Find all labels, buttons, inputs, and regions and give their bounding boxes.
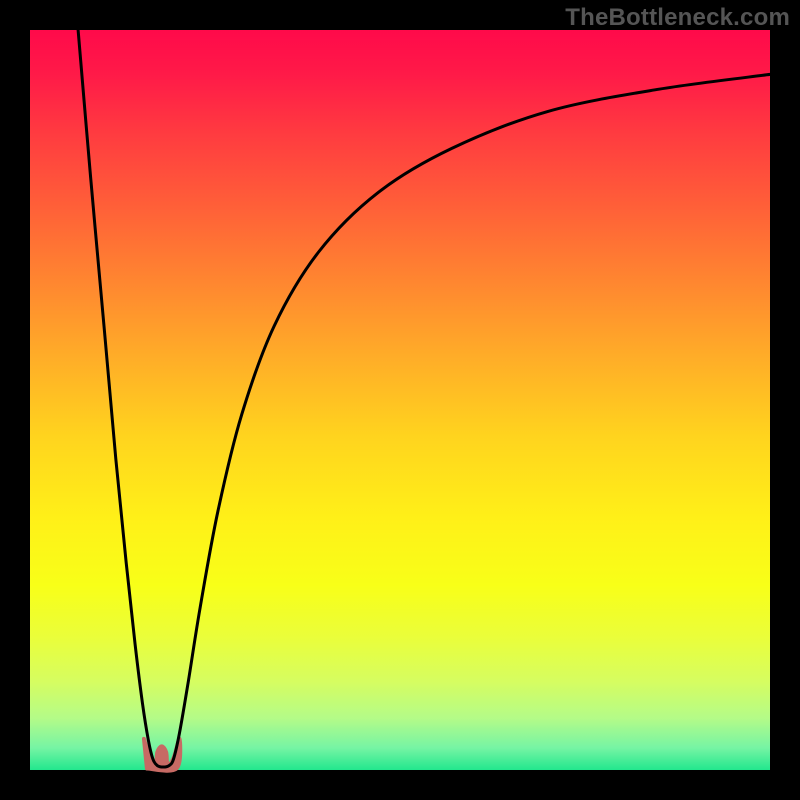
watermark-text: TheBottleneck.com xyxy=(565,4,790,32)
bottleneck-chart xyxy=(0,0,800,800)
plot-area xyxy=(30,30,770,770)
chart-container: TheBottleneck.com xyxy=(0,0,800,800)
